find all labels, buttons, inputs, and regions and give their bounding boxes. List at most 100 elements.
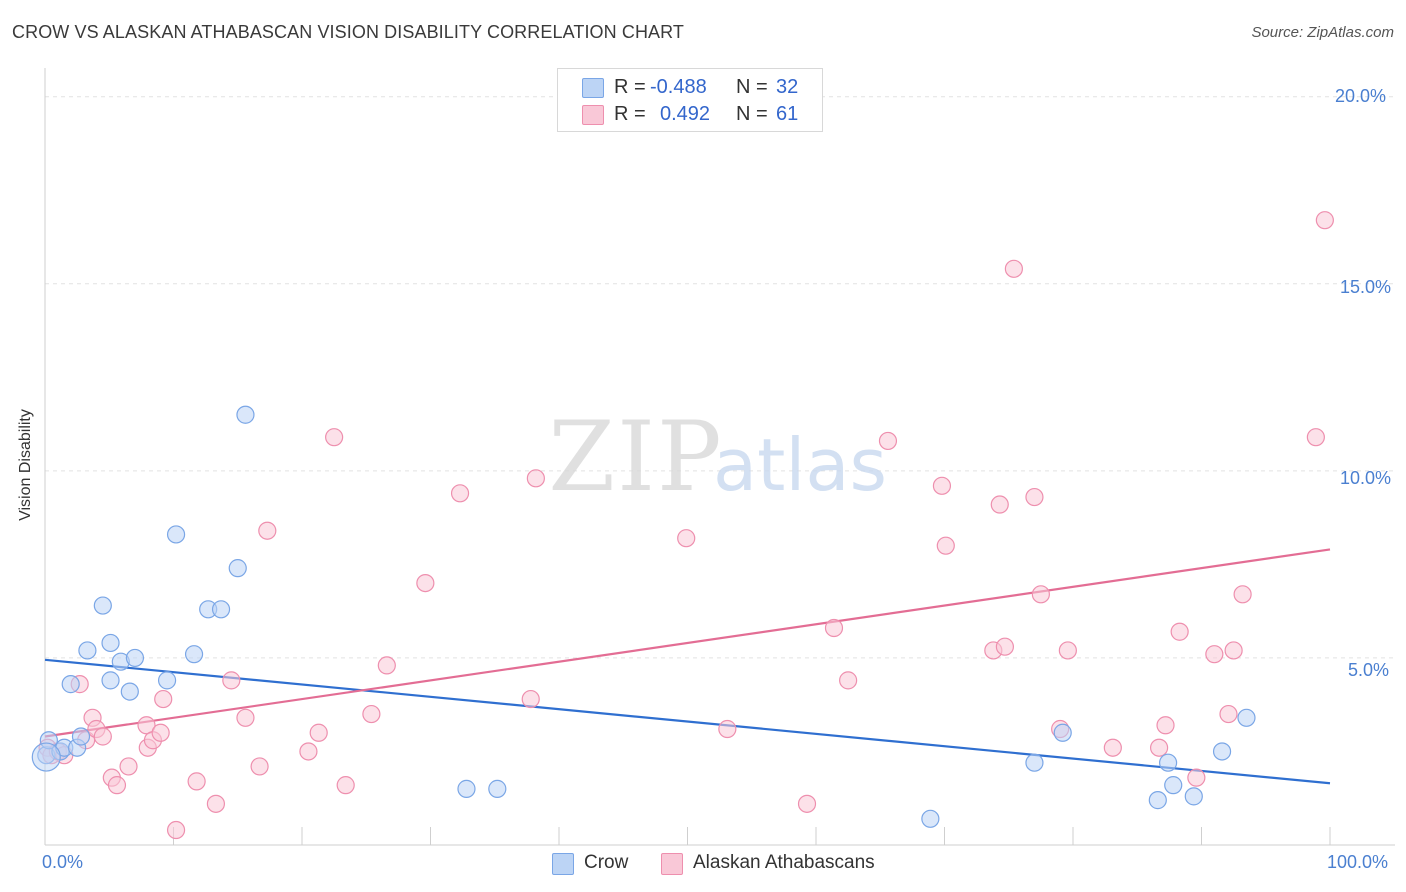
alaskan-point — [151, 723, 170, 742]
crow-point — [1237, 708, 1256, 727]
alaskan-point — [416, 573, 435, 593]
data-points — [31, 211, 1334, 840]
n-label: N = — [736, 103, 768, 125]
alaskan-point — [236, 708, 255, 727]
alaskan-point — [1156, 716, 1175, 735]
y-tick-10: 10.0% — [1340, 468, 1392, 488]
y-tick-15: 15.0% — [1340, 277, 1392, 297]
alaskan-point — [932, 476, 952, 495]
alaskan-point — [1205, 645, 1224, 664]
alaskan-point — [1187, 768, 1206, 787]
alaskan-point — [797, 794, 817, 813]
correlation-legend: R = -0.488 N = 32 R = 0.492 N = 61 — [557, 68, 823, 132]
alaskan-point — [362, 704, 381, 724]
alaskan-point — [1004, 259, 1023, 278]
crow-point — [211, 600, 231, 619]
alaskan-point — [718, 719, 737, 739]
crow-point — [1025, 753, 1044, 772]
crow-point — [1164, 776, 1183, 795]
crow-r-value: -0.488 — [650, 76, 707, 98]
source-label: Source: ZipAtlas.com — [1251, 24, 1394, 41]
alaskan-point — [137, 716, 156, 735]
alaskan-point — [1025, 487, 1044, 507]
alaskan-point — [336, 776, 355, 795]
r-label: R = — [614, 103, 646, 125]
alaskan-point — [995, 637, 1014, 656]
alaskan-legend-label: Alaskan Athabascans — [693, 852, 875, 873]
alaskan-point — [250, 757, 269, 776]
y-tick-20: 20.0% — [1335, 86, 1387, 106]
watermark: ZIP atlas — [548, 401, 887, 513]
alaskan-point — [1031, 585, 1050, 604]
alaskan-r-value: 0.492 — [660, 103, 711, 125]
alaskan-point — [677, 529, 696, 548]
crow-point — [166, 525, 186, 544]
alaskan-swatch — [582, 105, 604, 125]
alaskan-point — [1103, 738, 1122, 757]
crow-point — [1053, 723, 1072, 742]
y-axis-label: Vision Disability — [17, 409, 34, 521]
alaskan-point — [990, 495, 1009, 514]
r-label: R = — [614, 76, 646, 98]
alaskan-point — [222, 671, 241, 690]
crow-point — [125, 648, 145, 668]
alaskan-point — [521, 689, 540, 709]
crow-point — [1184, 787, 1203, 806]
alaskan-point — [878, 431, 898, 451]
alaskan-point — [1224, 641, 1243, 660]
crow-point — [921, 809, 940, 828]
crow-point — [78, 641, 97, 660]
chart-title: CROW VS ALASKAN ATHABASCAN VISION DISABI… — [12, 22, 685, 42]
alaskan-point — [824, 618, 844, 638]
crow-n-value: 32 — [776, 76, 799, 98]
x-tick-max: 100.0% — [1327, 852, 1389, 872]
crow-point — [184, 645, 204, 664]
alaskan-trend-line — [44, 548, 1331, 738]
crow-point — [120, 682, 139, 701]
crow-point — [61, 675, 80, 694]
crow-point — [1212, 742, 1232, 761]
alaskan-point — [1315, 211, 1334, 230]
alaskan-point — [93, 727, 112, 746]
alaskan-point — [839, 671, 858, 690]
alaskan-point — [1306, 428, 1325, 447]
crow-point — [457, 779, 476, 798]
watermark-zip: ZIP — [548, 401, 723, 513]
crow-point — [101, 633, 120, 653]
alaskan-point — [154, 689, 173, 709]
alaskan-point — [377, 656, 396, 675]
axes — [44, 68, 1395, 846]
crow-point — [1158, 753, 1178, 772]
alaskan-point — [1233, 585, 1252, 604]
crow-point-cluster — [31, 742, 61, 772]
alaskan-point — [107, 776, 127, 795]
alaskan-point — [166, 820, 186, 840]
trend-lines — [44, 548, 1331, 785]
watermark-atlas: atlas — [713, 423, 887, 507]
alaskan-swatch — [661, 853, 683, 875]
n-label: N = — [736, 76, 768, 98]
alaskan-point — [1058, 641, 1077, 660]
crow-point — [71, 727, 91, 746]
crow-point — [228, 559, 247, 578]
alaskan-point — [258, 521, 277, 540]
crow-trend-line — [44, 658, 1331, 785]
crow-point — [488, 779, 507, 798]
crow-point — [101, 671, 120, 690]
crow-point — [157, 671, 177, 690]
x-tick-min: 0.0% — [42, 852, 84, 872]
alaskan-point — [936, 536, 955, 555]
crow-swatch — [582, 78, 604, 98]
crow-legend-label: Crow — [584, 852, 629, 873]
y-tick-5: 5.0% — [1348, 660, 1390, 680]
alaskan-point — [325, 428, 344, 447]
alaskan-point — [206, 794, 226, 813]
alaskan-point — [119, 757, 138, 776]
alaskan-point — [526, 469, 545, 488]
alaskan-point — [299, 742, 318, 761]
crow-swatch — [552, 853, 574, 875]
alaskan-point — [450, 484, 470, 503]
alaskan-point — [187, 772, 206, 791]
alaskan-point — [1149, 738, 1169, 757]
